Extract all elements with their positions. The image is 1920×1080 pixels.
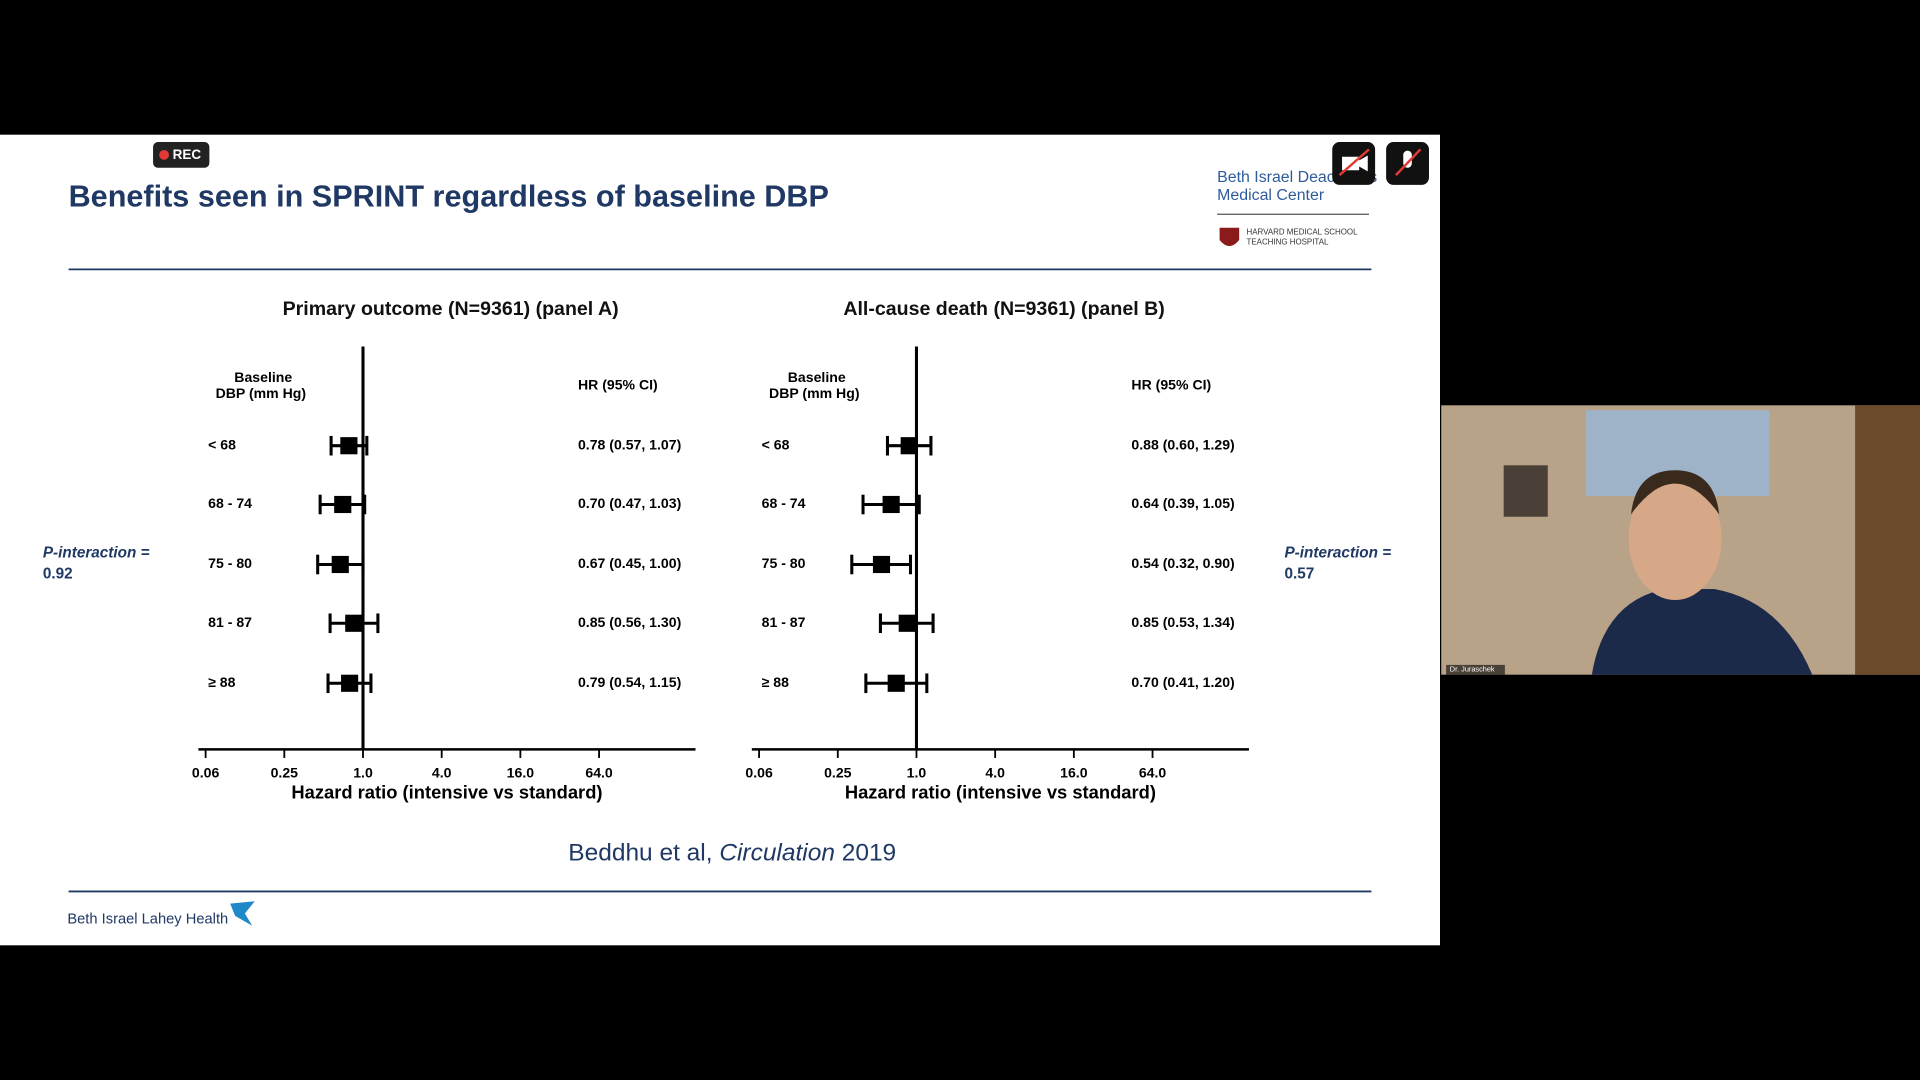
row-label: 75 - 80 xyxy=(208,555,252,571)
person-body xyxy=(1591,588,1813,675)
name-tag xyxy=(1446,664,1505,675)
p-interaction-value: 0.92 xyxy=(43,565,73,582)
hr-box xyxy=(345,614,363,632)
row-label: 81 - 87 xyxy=(762,614,806,630)
row-label: 68 - 74 xyxy=(208,495,252,511)
panel-title: All-cause death (N=9361) (panel B) xyxy=(843,298,1165,320)
citation-year: 2019 xyxy=(842,840,896,867)
citation-journal: Circulation xyxy=(719,840,835,867)
row-label: < 68 xyxy=(762,436,790,452)
panel-title: Primary outcome (N=9361) (panel A) xyxy=(283,298,619,320)
row-label: < 68 xyxy=(208,436,236,452)
x-tick-label: 16.0 xyxy=(507,765,535,781)
person-hair xyxy=(1631,470,1720,515)
logo-text: Medical Center xyxy=(1217,187,1325,204)
row-label: 68 - 74 xyxy=(762,495,806,511)
hr-box xyxy=(872,555,891,574)
x-axis-label: Hazard ratio (intensive vs standard) xyxy=(845,781,1156,802)
hr-box xyxy=(334,495,352,514)
rec-dot xyxy=(159,150,169,160)
hr-box xyxy=(887,674,905,692)
value-label: 0.54 (0.32, 0.90) xyxy=(1131,555,1234,571)
x-tick-label: 0.06 xyxy=(745,765,773,781)
p-interaction-label: P-interaction = xyxy=(43,545,150,562)
wall-picture xyxy=(1503,465,1548,517)
slide-title: Benefits seen in SPRINT regardless of ba… xyxy=(69,179,829,213)
x-tick-label: 1.0 xyxy=(353,765,373,781)
rec-badge[interactable] xyxy=(153,142,210,168)
row-label: 75 - 80 xyxy=(762,555,806,571)
value-label: 0.85 (0.56, 1.30) xyxy=(578,614,681,630)
column-header: Baseline xyxy=(788,369,846,385)
value-label: 0.70 (0.41, 1.20) xyxy=(1131,674,1234,690)
rec-label: REC xyxy=(173,147,202,162)
column-header: DBP (mm Hg) xyxy=(769,385,859,401)
value-label: 0.78 (0.57, 1.07) xyxy=(578,436,681,452)
value-label: 0.85 (0.53, 1.34) xyxy=(1131,614,1234,630)
hr-box xyxy=(331,555,349,574)
hr-box xyxy=(898,614,916,632)
column-header: HR (95% CI) xyxy=(1131,376,1211,392)
x-tick-label: 0.25 xyxy=(271,765,299,781)
row-label: ≥ 88 xyxy=(208,674,235,690)
row-label: ≥ 88 xyxy=(762,674,789,690)
camera-off-slash xyxy=(1338,148,1370,177)
bird-icon xyxy=(230,901,255,926)
hr-box xyxy=(900,437,918,455)
citation: Beddhu et al, Circulation 2019 xyxy=(568,840,896,867)
shield-icon xyxy=(1219,227,1240,247)
x-tick-label: 64.0 xyxy=(585,765,613,781)
row-label: 81 - 87 xyxy=(208,614,252,630)
slide xyxy=(0,134,1440,946)
citation-author: Beddhu et al, xyxy=(568,840,712,867)
logo-text: HARVARD MEDICAL SCHOOL xyxy=(1247,228,1359,237)
x-tick-label: 64.0 xyxy=(1139,765,1167,781)
value-label: 0.70 (0.47, 1.03) xyxy=(578,495,681,511)
value-label: 0.67 (0.45, 1.00) xyxy=(578,555,681,571)
x-tick-label: 4.0 xyxy=(985,765,1005,781)
x-tick-label: 0.25 xyxy=(824,765,852,781)
hr-box xyxy=(882,495,900,514)
value-label: 0.79 (0.54, 1.15) xyxy=(578,674,681,690)
person-head xyxy=(1628,477,1722,600)
x-tick-label: 4.0 xyxy=(432,765,452,781)
value-label: 0.64 (0.39, 1.05) xyxy=(1131,495,1234,511)
x-tick-label: 16.0 xyxy=(1060,765,1088,781)
p-interaction-label: P-interaction = xyxy=(1284,545,1391,562)
video-tile: Dr. Juraschek xyxy=(1441,405,1920,675)
mic-off-slash xyxy=(1395,148,1422,176)
p-interaction-value: 0.57 xyxy=(1284,565,1314,582)
hr-box xyxy=(341,674,359,692)
column-header: DBP (mm Hg) xyxy=(216,385,306,401)
footer-logo: Beth Israel Lahey Health xyxy=(67,911,228,927)
column-header: HR (95% CI) xyxy=(578,376,658,392)
value-label: 0.88 (0.60, 1.29) xyxy=(1131,436,1234,452)
x-tick-label: 1.0 xyxy=(907,765,927,781)
logo-text: TEACHING HOSPITAL xyxy=(1247,238,1329,247)
x-tick-label: 0.06 xyxy=(192,765,220,781)
column-header: Baseline xyxy=(234,369,292,385)
x-axis-label: Hazard ratio (intensive vs standard) xyxy=(291,781,602,802)
participant-name: Dr. Juraschek xyxy=(1450,665,1495,674)
bookshelf xyxy=(1855,405,1920,675)
hr-box xyxy=(340,437,358,455)
